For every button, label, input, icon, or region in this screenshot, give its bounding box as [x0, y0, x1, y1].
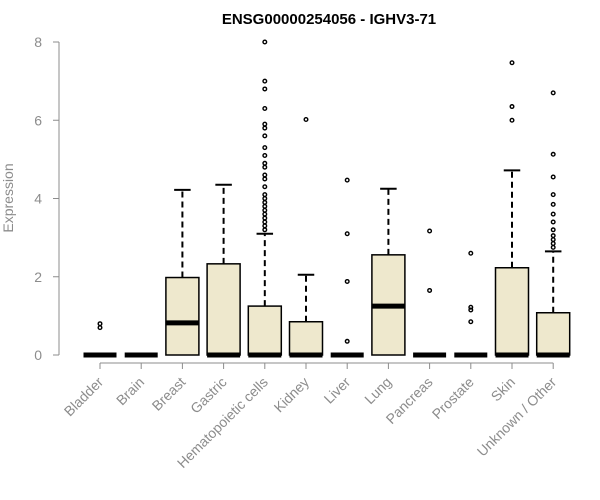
outlier-point	[550, 227, 556, 233]
outlier-point	[262, 199, 268, 205]
box	[247, 305, 283, 356]
outlier-point	[427, 228, 433, 234]
box	[165, 276, 200, 356]
outlier-point	[468, 250, 474, 256]
outlier-point	[344, 278, 350, 284]
outlier-point	[262, 215, 268, 221]
outlier-point	[262, 203, 268, 209]
outlier-point	[97, 321, 103, 327]
chart-title: ENSG00000254056 - IGHV3-71	[222, 11, 436, 28]
y-tick-label: 0	[34, 347, 42, 363]
outlier-point	[262, 172, 268, 178]
outlier-point	[262, 125, 268, 131]
outlier-point	[97, 325, 103, 331]
outlier-point	[262, 39, 268, 45]
outlier-point	[550, 192, 556, 198]
outlier-point	[550, 237, 556, 243]
outlier-point	[550, 211, 556, 217]
x-tick-label: Liver	[321, 374, 354, 407]
outlier-point	[550, 233, 556, 239]
outlier-point	[262, 195, 268, 201]
outlier-point	[262, 164, 268, 170]
box	[288, 320, 324, 356]
outlier-point	[262, 145, 268, 151]
outlier-point	[262, 86, 268, 92]
outlier-point	[550, 219, 556, 225]
y-tick-label: 8	[34, 34, 42, 50]
outlier-point	[262, 152, 268, 158]
outlier-point	[262, 184, 268, 190]
outlier-point	[550, 240, 556, 246]
outlier-point	[509, 117, 515, 123]
outlier-point	[550, 201, 556, 207]
outlier-point	[468, 307, 474, 313]
outlier-point	[344, 231, 350, 237]
y-axis-label: Expression	[0, 163, 16, 232]
outlier-point	[262, 211, 268, 217]
outlier-point	[427, 287, 433, 293]
outlier-point	[262, 207, 268, 213]
box	[494, 267, 530, 356]
outlier-point	[262, 133, 268, 139]
outlier-point	[468, 304, 474, 310]
y-tick-label: 4	[34, 191, 42, 207]
outlier-point	[550, 174, 556, 180]
outlier-point	[468, 319, 474, 325]
outlier-point	[262, 227, 268, 233]
y-tick-label: 6	[34, 112, 42, 128]
x-tick-label: Bladder	[61, 374, 107, 420]
box	[535, 311, 571, 356]
outlier-point	[262, 176, 268, 182]
outlier-point	[262, 160, 268, 166]
x-tick-label: Kidney	[271, 374, 313, 416]
outlier-point	[303, 116, 309, 122]
x-tick-label: Lung	[361, 374, 394, 407]
outlier-point	[344, 177, 350, 183]
outlier-point	[262, 223, 268, 229]
x-tick-label: Skin	[488, 374, 519, 405]
outlier-point	[550, 90, 556, 96]
outlier-point	[344, 338, 350, 344]
outlier-point	[262, 121, 268, 127]
outlier-point	[509, 104, 515, 110]
x-tick-label: Breast	[149, 374, 189, 414]
x-tick-label: Brain	[113, 374, 147, 408]
outlier-point	[262, 219, 268, 225]
outlier-point	[550, 151, 556, 157]
box	[206, 263, 241, 356]
outlier-point	[509, 60, 515, 66]
outlier-point	[262, 192, 268, 198]
y-tick-label: 2	[34, 269, 42, 285]
x-tick-label: Prostate	[429, 374, 477, 422]
outlier-point	[262, 106, 268, 112]
outlier-point	[550, 244, 556, 250]
outlier-point	[262, 78, 268, 84]
